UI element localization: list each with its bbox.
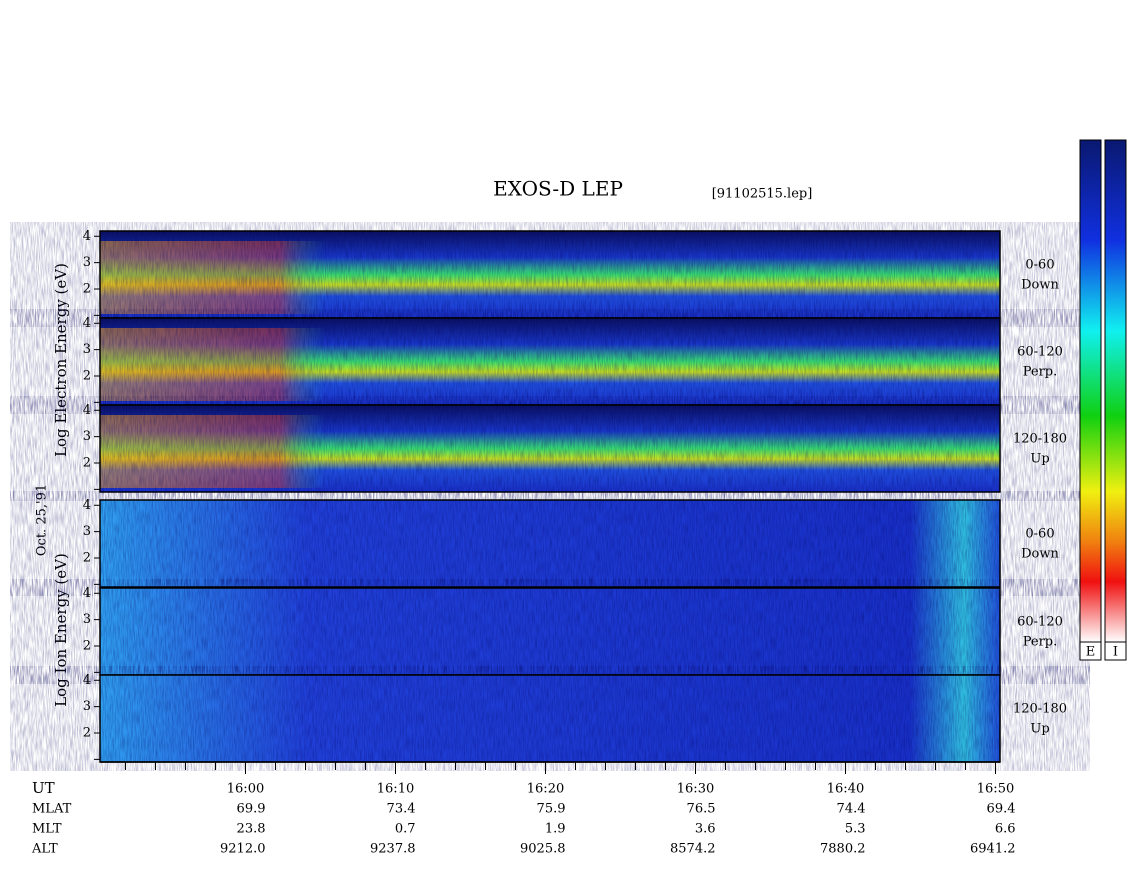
panel-direction: Up <box>1030 452 1049 467</box>
footer-value: 73.4 <box>387 802 416 817</box>
spectrogram-texture <box>100 318 1000 405</box>
footer-value: 9025.8 <box>520 842 566 857</box>
panel-range: 120-180 <box>1013 432 1067 447</box>
panel-range: 0-60 <box>1025 527 1054 542</box>
spectrogram-texture <box>100 500 1000 587</box>
y-tick-label: 4 <box>83 229 91 244</box>
file-label: [91102515.lep] <box>712 187 813 202</box>
panel-range: 120-180 <box>1013 702 1067 717</box>
footer-value: 1.9 <box>545 822 566 837</box>
panel-frame <box>99 404 1001 493</box>
panel-direction: Perp. <box>1023 635 1058 650</box>
footer-value: 74.4 <box>837 802 866 817</box>
title: EXOS-D LEP <box>493 177 623 201</box>
y-tick-label: 3 <box>83 255 91 270</box>
panel-direction: Down <box>1021 547 1059 562</box>
ut-label: UT <box>32 779 55 797</box>
footer-value: 9212.0 <box>220 842 266 857</box>
y-tick-label: 3 <box>83 429 91 444</box>
spectrogram-texture <box>100 588 1000 675</box>
x-tick-label: 16:50 <box>977 782 1014 797</box>
colorbar-label-box <box>1079 641 1102 661</box>
x-tick-label: 16:30 <box>677 782 714 797</box>
panel-direction: Perp. <box>1023 365 1058 380</box>
footer-value: 6941.2 <box>970 842 1016 857</box>
x-tick-label: 16:20 <box>527 782 564 797</box>
y-tick-label: 4 <box>83 673 91 688</box>
footer-value: 0.7 <box>395 822 416 837</box>
footer-value: 69.9 <box>237 802 266 817</box>
panel-frame <box>99 499 1001 588</box>
y-tick-label: 3 <box>83 612 91 627</box>
footer-value: 23.8 <box>237 822 266 837</box>
y-tick-label: 4 <box>83 498 91 513</box>
footer-value: 7880.2 <box>820 842 866 857</box>
footer-value: 6.6 <box>995 822 1016 837</box>
footer-value: 75.9 <box>537 802 566 817</box>
footer-row-name: ALT <box>31 842 58 857</box>
footer-value: 76.5 <box>687 802 716 817</box>
y-tick-label: 2 <box>83 282 91 297</box>
footer-value: 9237.8 <box>370 842 416 857</box>
footer-value: 5.3 <box>845 822 866 837</box>
panel-range: 60-120 <box>1017 345 1063 360</box>
y-tick-label: 3 <box>83 524 91 539</box>
spectrogram-texture <box>100 405 1000 492</box>
panel-range: 0-60 <box>1025 258 1054 273</box>
x-tick-label: 16:00 <box>227 782 264 797</box>
date-label: Oct. 25,'91 <box>35 484 50 556</box>
colorbar-label: I <box>1113 645 1118 660</box>
colorbar-label: E <box>1086 645 1096 660</box>
y-tick-label: 3 <box>83 699 91 714</box>
y-tick-label: 2 <box>83 639 91 654</box>
electron-axis-label: Log Electron Energy (eV) <box>52 263 70 457</box>
spectrogram-texture <box>100 231 1000 318</box>
panel-direction: Up <box>1030 722 1049 737</box>
x-tick-label: 16:10 <box>377 782 414 797</box>
footer-row-name: MLAT <box>32 802 72 817</box>
panel-direction: Down <box>1021 278 1059 293</box>
ion-axis-label: Log Ion Energy (eV) <box>52 553 70 707</box>
footer-row-name: MLT <box>32 822 62 837</box>
footer-value: 8574.2 <box>670 842 716 857</box>
y-tick-label: 2 <box>83 726 91 741</box>
colorbar <box>1104 139 1127 643</box>
y-tick-label: 4 <box>83 586 91 601</box>
x-tick-label: 16:40 <box>827 782 864 797</box>
colorbar <box>1079 139 1102 643</box>
colorbar-label-box <box>1104 641 1127 661</box>
spectrogram-texture <box>100 675 1000 762</box>
y-tick-label: 4 <box>83 316 91 331</box>
footer-value: 69.4 <box>987 802 1016 817</box>
y-tick-label: 2 <box>83 551 91 566</box>
y-tick-label: 2 <box>83 369 91 384</box>
y-tick-label: 3 <box>83 342 91 357</box>
panel-range: 60-120 <box>1017 615 1063 630</box>
y-tick-label: 2 <box>83 456 91 471</box>
footer-value: 3.6 <box>695 822 716 837</box>
y-tick-label: 4 <box>83 403 91 418</box>
